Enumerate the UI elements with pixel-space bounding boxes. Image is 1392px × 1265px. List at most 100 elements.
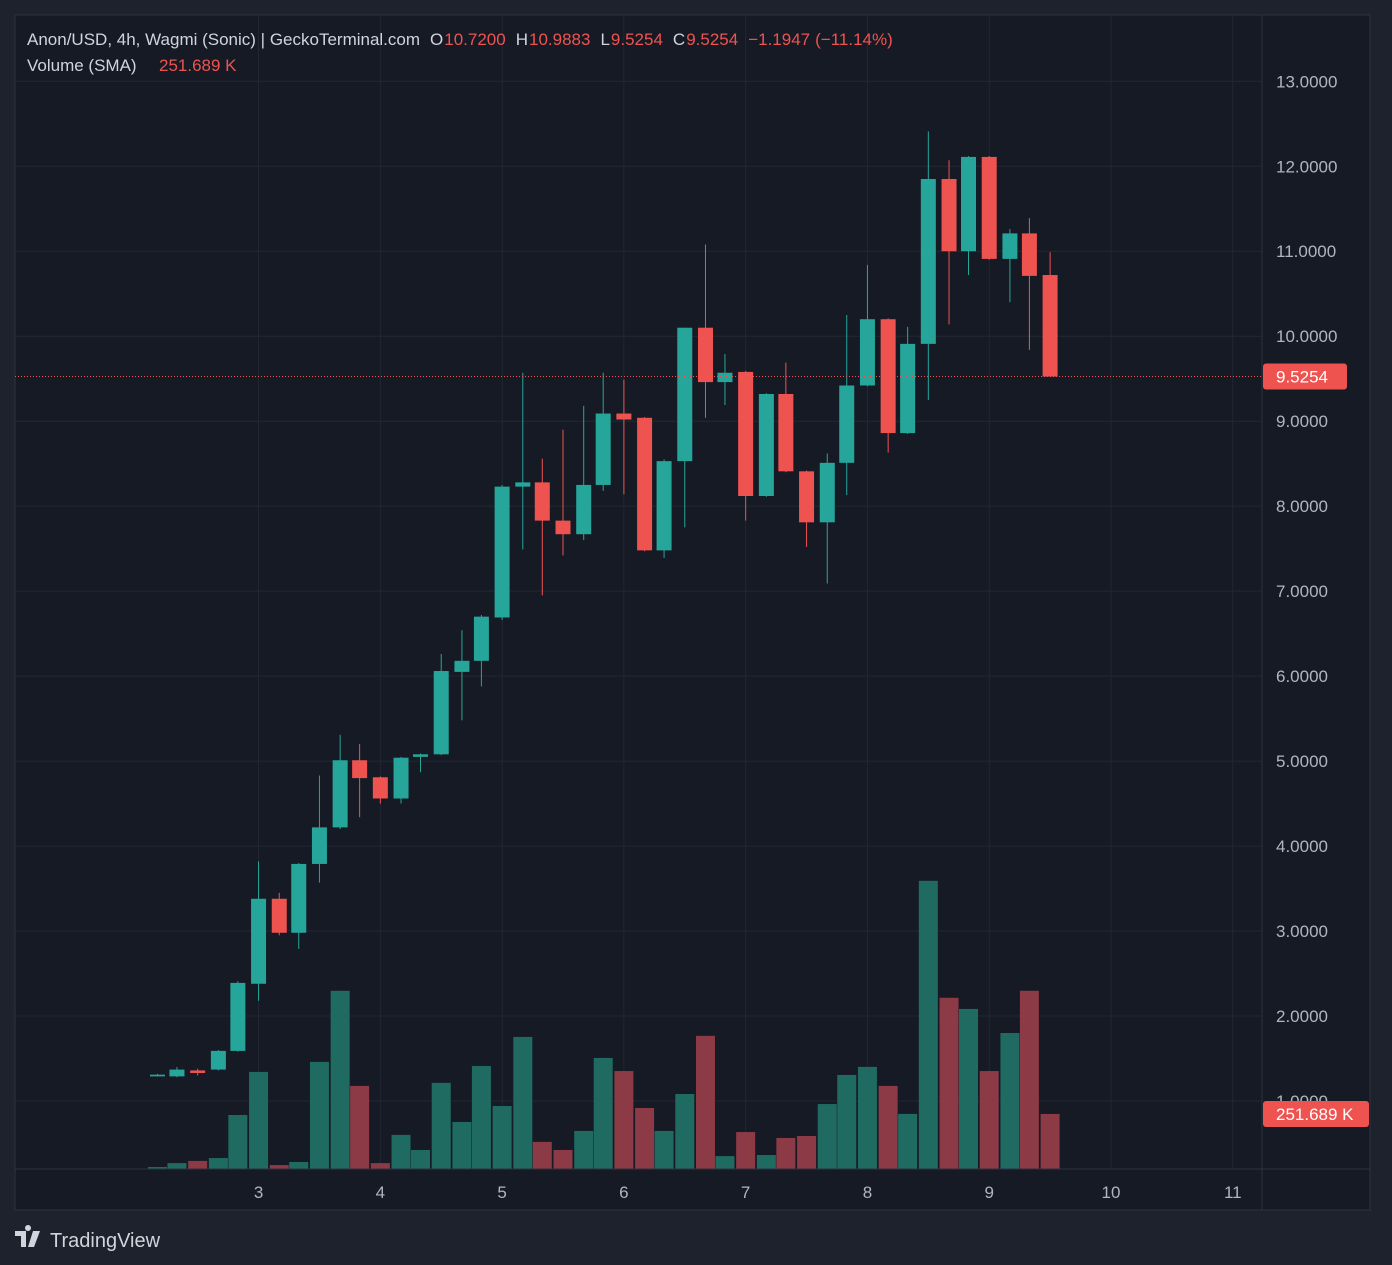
volume-bar — [330, 990, 350, 1169]
chart-panel — [14, 14, 1371, 1211]
candle-body — [697, 327, 713, 383]
candle-body — [941, 179, 957, 252]
candle-body — [271, 898, 287, 933]
volume-bar — [715, 1156, 735, 1169]
candle-body — [169, 1069, 185, 1077]
volume-bar — [1019, 990, 1039, 1169]
volume-bar — [309, 1061, 329, 1169]
candle-body — [352, 760, 368, 779]
volume-bar — [593, 1057, 613, 1169]
volume-title: Volume (SMA) — [27, 56, 137, 75]
candle-body — [311, 827, 327, 864]
volume-bar — [492, 1106, 512, 1169]
chart-title: Anon/USD, 4h, Wagmi (Sonic) | GeckoTermi… — [27, 30, 420, 49]
ohlc-value: 10.7200 — [444, 30, 505, 49]
volume-bar — [513, 1036, 533, 1169]
candle-body — [251, 898, 267, 984]
candle-body — [961, 156, 977, 252]
x-tick-label: 11 — [1224, 1183, 1242, 1202]
ohlc-key: O — [430, 30, 443, 49]
x-tick-label: 8 — [863, 1183, 872, 1202]
volume-bar — [695, 1035, 715, 1169]
volume-bar — [675, 1093, 695, 1169]
candle-body — [494, 486, 510, 618]
candle-body — [433, 671, 449, 755]
candle-body — [1042, 275, 1058, 377]
volume-value: 251.689 K — [159, 56, 237, 75]
candle-body — [595, 413, 611, 485]
volume-bar — [979, 1071, 999, 1169]
candle-body — [291, 863, 307, 933]
volume-bar — [817, 1104, 837, 1169]
candle-body — [839, 385, 855, 463]
volume-bar — [736, 1132, 756, 1169]
x-tick-label: 9 — [984, 1183, 993, 1202]
candle-body — [799, 471, 815, 523]
candle-body — [758, 394, 774, 496]
volume-bar — [1000, 1032, 1020, 1169]
volume-bar — [167, 1163, 187, 1169]
y-tick-label: 13.0000 — [1276, 72, 1337, 91]
candle-body — [859, 319, 875, 386]
volume-bar — [797, 1135, 817, 1169]
ohlc-value: 9.5254 — [611, 30, 663, 49]
volume-bar — [553, 1149, 573, 1169]
volume-bar — [756, 1155, 776, 1169]
y-tick-label: 2.0000 — [1276, 1007, 1328, 1026]
candle-body — [616, 413, 632, 420]
candle-body — [1002, 233, 1018, 259]
candle-body — [555, 520, 571, 535]
candle-body — [190, 1070, 206, 1073]
volume-bar — [228, 1114, 248, 1169]
candle-body — [149, 1074, 165, 1077]
candle-body — [332, 760, 348, 828]
candle-body — [515, 482, 531, 487]
candle-body — [656, 461, 672, 551]
change-percent: (−11.14%) — [815, 30, 893, 49]
volume-bar — [959, 1008, 979, 1169]
candle-body — [230, 982, 246, 1051]
volume-bar — [532, 1141, 552, 1169]
volume-bar — [370, 1163, 390, 1169]
volume-bar — [289, 1162, 309, 1169]
y-tick-label: 9.0000 — [1276, 412, 1328, 431]
volume-bar — [452, 1121, 472, 1169]
candle-body — [778, 394, 794, 472]
volume-bar — [898, 1113, 918, 1169]
ohlc-key: L — [600, 30, 609, 49]
volume-bar — [269, 1165, 289, 1169]
volume-layer — [147, 880, 1060, 1169]
volume-bar — [391, 1134, 411, 1169]
y-tick-label: 7.0000 — [1276, 582, 1328, 601]
volume-bar — [635, 1107, 655, 1169]
candle-body — [576, 484, 592, 535]
candle-body — [534, 482, 550, 521]
brand: TradingView — [15, 1225, 161, 1252]
y-tick-label: 8.0000 — [1276, 497, 1328, 516]
candle-body — [210, 1050, 226, 1070]
y-tick-label: 6.0000 — [1276, 667, 1328, 686]
candle-body — [717, 372, 733, 383]
volume-bar — [350, 1085, 370, 1169]
ohlc-value: 10.9883 — [529, 30, 590, 49]
candle-body — [981, 156, 997, 259]
volume-badge — [1263, 1100, 1369, 1127]
x-tick-label: 7 — [741, 1183, 750, 1202]
last-price-badge — [1263, 363, 1347, 390]
candle-body — [454, 660, 470, 672]
ohlc-key: C — [673, 30, 685, 49]
volume-axis-label: 251.689 K — [1276, 1105, 1354, 1124]
legend-header: Anon/USD, 4h, Wagmi (Sonic) | GeckoTermi… — [27, 30, 893, 75]
volume-bar — [918, 880, 938, 1169]
y-tick-label: 5.0000 — [1276, 752, 1328, 771]
volume-bar — [471, 1066, 491, 1169]
x-tick-label: 10 — [1102, 1183, 1121, 1202]
ohlc-value: 9.5254 — [686, 30, 738, 49]
candle-body — [372, 777, 388, 799]
volume-bar — [208, 1158, 228, 1169]
candle-body — [677, 327, 693, 462]
volume-bar — [574, 1130, 594, 1169]
x-tick-label: 4 — [376, 1183, 385, 1202]
last-price-label: 9.5254 — [1276, 368, 1328, 387]
